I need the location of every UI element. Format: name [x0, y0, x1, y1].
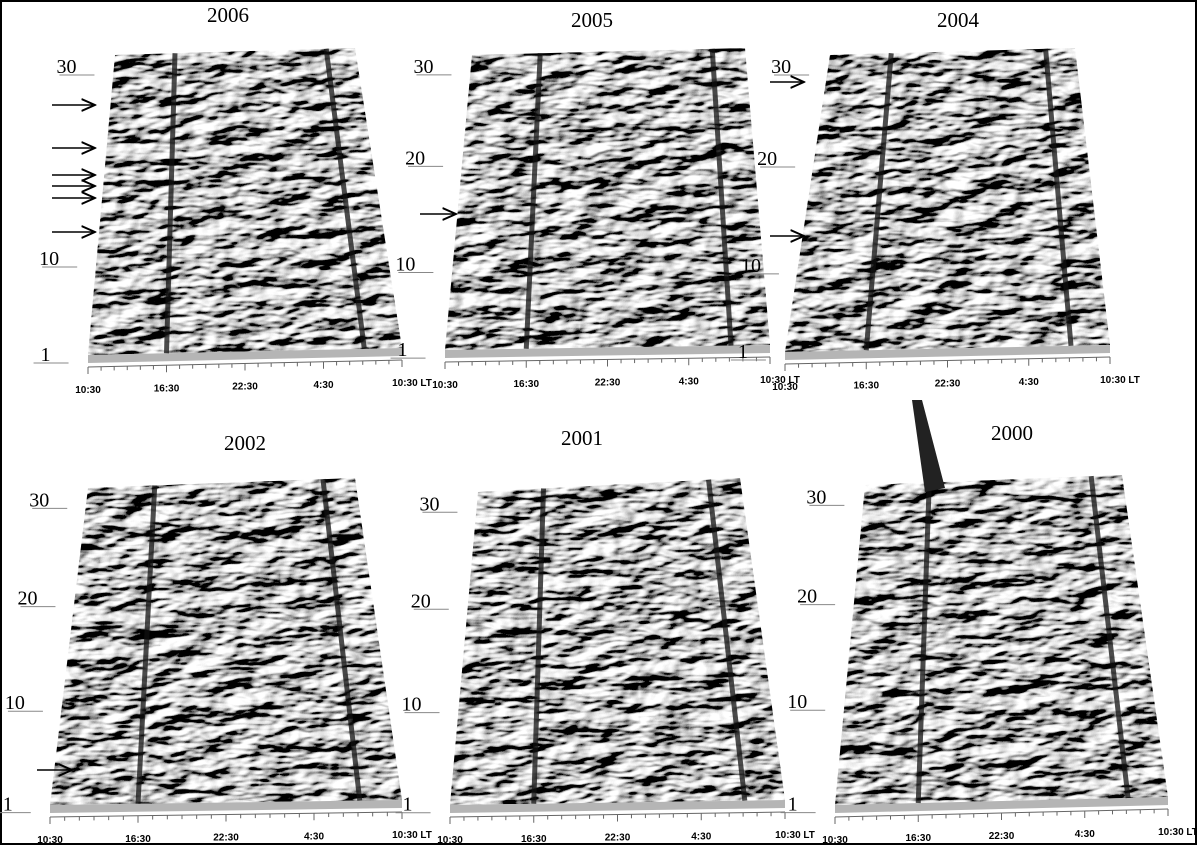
x-label: 10:30	[432, 380, 458, 391]
x-label: 16:30	[905, 833, 931, 844]
y-label: 10	[741, 255, 761, 277]
y-label: 1	[788, 794, 798, 816]
x-label: 4:30	[313, 380, 333, 391]
y-label: 1	[403, 794, 413, 816]
panel-title: 2000	[991, 421, 1033, 445]
x-label: 22:30	[989, 831, 1015, 842]
y-label: 10	[787, 691, 807, 713]
x-label: 10:30 LT	[392, 830, 432, 841]
surface	[50, 478, 402, 805]
y-label: 20	[411, 590, 431, 612]
x-label: 10:30	[75, 385, 101, 396]
x-label: 4:30	[679, 376, 699, 387]
surface	[835, 475, 1168, 805]
y-label: 20	[797, 586, 817, 608]
y-label: 1	[41, 344, 51, 366]
x-label: 4:30	[304, 831, 324, 842]
x-label: 16:30	[853, 380, 879, 391]
y-label: 30	[413, 56, 433, 78]
x-label: 16:30	[513, 379, 539, 390]
y-label: 30	[771, 56, 791, 78]
y-label: 20	[17, 588, 37, 610]
panel-title: 2005	[571, 8, 613, 32]
x-label: 22:30	[935, 379, 961, 390]
x-label: 22:30	[232, 382, 258, 393]
spike	[912, 400, 945, 492]
x-label: 10:30	[822, 835, 848, 845]
panel-title: 2006	[207, 3, 249, 27]
surface	[88, 48, 402, 355]
panel-title: 2001	[561, 426, 603, 450]
x-label: 16:30	[125, 834, 151, 845]
x-label: 22:30	[213, 833, 239, 844]
y-label: 20	[757, 148, 777, 170]
x-label: 22:30	[605, 833, 631, 844]
y-label: 10	[395, 254, 415, 276]
x-label: 10:30 LT	[1158, 827, 1197, 838]
panel-title: 2002	[224, 431, 266, 455]
x-label: 10:30	[37, 835, 63, 845]
y-label: 30	[806, 486, 826, 508]
surface	[785, 48, 1110, 352]
y-label: 10	[39, 248, 59, 270]
surface	[450, 478, 785, 805]
y-label: 10	[5, 692, 25, 714]
y-label: 20	[405, 147, 425, 169]
x-label: 4:30	[691, 831, 711, 842]
x-label: 4:30	[1075, 829, 1095, 840]
x-label: 16:30	[521, 834, 547, 845]
x-label: 4:30	[1019, 377, 1039, 388]
x-label: 22:30	[595, 378, 621, 389]
panel-title: 2004	[937, 8, 980, 32]
x-label: 10:30	[437, 835, 463, 845]
y-label: 1	[398, 339, 408, 361]
x-label: 10:30 LT	[1100, 375, 1140, 386]
y-label: 30	[56, 56, 76, 78]
y-label: 30	[419, 493, 439, 515]
x-label: 16:30	[154, 383, 180, 394]
x-label: 10:30	[772, 382, 798, 393]
y-label: 10	[402, 694, 422, 716]
figure: 2006 30 10 1 10:30 16:30 22:30 4:30 10:30 LT 2005…	[0, 0, 1197, 845]
y-label: 30	[29, 489, 49, 511]
x-label: 10:30 LT	[392, 378, 432, 389]
x-label: 10:30 LT	[775, 830, 815, 841]
y-label: 1	[738, 341, 748, 363]
y-label: 1	[3, 794, 13, 816]
